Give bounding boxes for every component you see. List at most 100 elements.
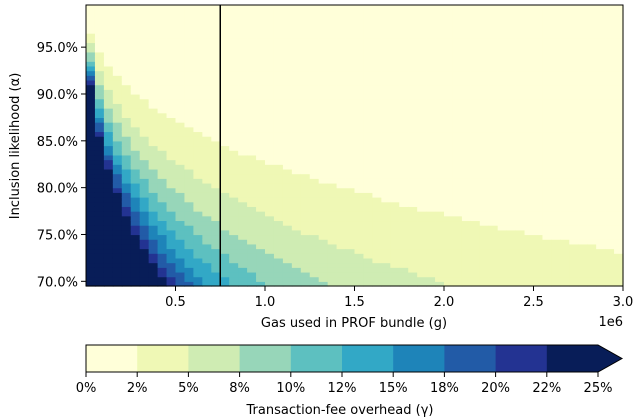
heatmap-cell [363, 84, 373, 90]
heatmap-cell [551, 182, 561, 189]
heatmap-cell [587, 9, 597, 15]
heatmap-cell [148, 89, 159, 95]
heatmap-cell [273, 89, 284, 95]
heatmap-cell [524, 14, 535, 20]
heatmap-cell [524, 140, 535, 147]
heatmap-cell [426, 65, 436, 72]
x-axis-label: Gas used in PROF bundle (g) [261, 316, 447, 331]
heatmap-cell [560, 154, 570, 161]
heatmap-cell [282, 243, 293, 250]
heatmap-cell [461, 84, 472, 90]
heatmap-cell [157, 276, 168, 282]
heatmap-cell [452, 178, 463, 184]
heatmap-cell [551, 234, 561, 240]
heatmap-cell [479, 220, 490, 226]
heatmap-cell [130, 234, 141, 240]
heatmap-cell [112, 234, 123, 240]
heatmap-cell [291, 220, 302, 226]
heatmap-cell [220, 28, 230, 34]
heatmap-cell [614, 271, 624, 278]
heatmap-cell [282, 75, 293, 81]
heatmap-cell [533, 229, 544, 236]
heatmap-cell [166, 103, 177, 109]
heatmap-cell [148, 33, 159, 39]
heatmap-cell [479, 271, 490, 278]
heatmap-cell [282, 23, 293, 30]
heatmap-cell [202, 225, 212, 231]
heatmap-cell [130, 23, 141, 30]
heatmap-cell [220, 243, 230, 250]
heatmap-cell [121, 201, 132, 207]
heatmap-cell [327, 206, 338, 212]
heatmap-cell [175, 37, 186, 44]
heatmap-cell [130, 262, 141, 268]
heatmap-cell [381, 168, 391, 175]
heatmap-cell [569, 229, 579, 236]
heatmap-cell [560, 56, 570, 62]
heatmap-cell [551, 173, 561, 179]
heatmap-cell [229, 150, 239, 156]
heatmap-cell [86, 98, 96, 104]
heatmap-cell [247, 136, 257, 142]
heatmap-cell [578, 70, 588, 76]
heatmap-cell [560, 93, 570, 100]
heatmap-cell [524, 131, 535, 137]
heatmap-cell [148, 220, 159, 226]
heatmap-cell [247, 229, 257, 236]
heatmap-cell [345, 257, 356, 264]
heatmap-cell [166, 271, 177, 278]
heatmap-cell [300, 117, 311, 123]
heatmap-cell [452, 182, 463, 189]
heatmap-cell [605, 206, 615, 212]
heatmap-cell [86, 192, 96, 198]
heatmap-cell [435, 220, 445, 226]
heatmap-cell [560, 145, 570, 151]
heatmap-cell [452, 5, 463, 11]
heatmap-cell [461, 239, 472, 245]
heatmap-cell [452, 281, 463, 287]
heatmap-cell [229, 89, 239, 95]
heatmap-cell [202, 136, 212, 142]
heatmap-cell [175, 253, 186, 259]
heatmap-cell [247, 173, 257, 179]
heatmap-cell [309, 56, 320, 62]
heatmap-cell [94, 131, 105, 137]
heatmap-cell [309, 108, 320, 114]
heatmap-cell [148, 187, 159, 193]
heatmap-cell [175, 9, 186, 15]
heatmap-cell [121, 79, 132, 86]
heatmap-cell [282, 108, 293, 114]
heatmap-cell [605, 84, 615, 90]
heatmap-cell [614, 79, 624, 86]
heatmap-cell [435, 211, 445, 217]
heatmap-cell [175, 117, 186, 123]
heatmap-cell [94, 61, 105, 67]
heatmap-cell [605, 51, 615, 58]
heatmap-cell [300, 239, 311, 245]
heatmap-cell [444, 257, 454, 264]
heatmap-cell [112, 136, 123, 142]
heatmap-cell [551, 229, 561, 236]
heatmap-cell [587, 5, 597, 11]
heatmap-cell [327, 126, 338, 133]
colorbar-label: Transaction-fee overhead (γ) [246, 403, 434, 418]
heatmap-cell [121, 215, 132, 222]
heatmap-cell [444, 229, 454, 236]
heatmap-cell [399, 239, 409, 245]
heatmap-cell [524, 248, 535, 254]
heatmap-cell [238, 28, 248, 34]
heatmap-cell [551, 84, 561, 90]
heatmap-cell [542, 122, 552, 128]
heatmap-cell [86, 108, 96, 114]
heatmap-cell [238, 173, 248, 179]
heatmap-cell [506, 267, 517, 273]
heatmap-cell [211, 42, 221, 48]
heatmap-cell [112, 262, 123, 268]
heatmap-cell [542, 192, 552, 198]
heatmap-cell [282, 187, 293, 193]
heatmap-cell [569, 206, 579, 212]
heatmap-cell [578, 23, 588, 30]
heatmap-cell [461, 267, 472, 273]
heatmap-cell [112, 243, 123, 250]
heatmap-cell [166, 9, 177, 15]
